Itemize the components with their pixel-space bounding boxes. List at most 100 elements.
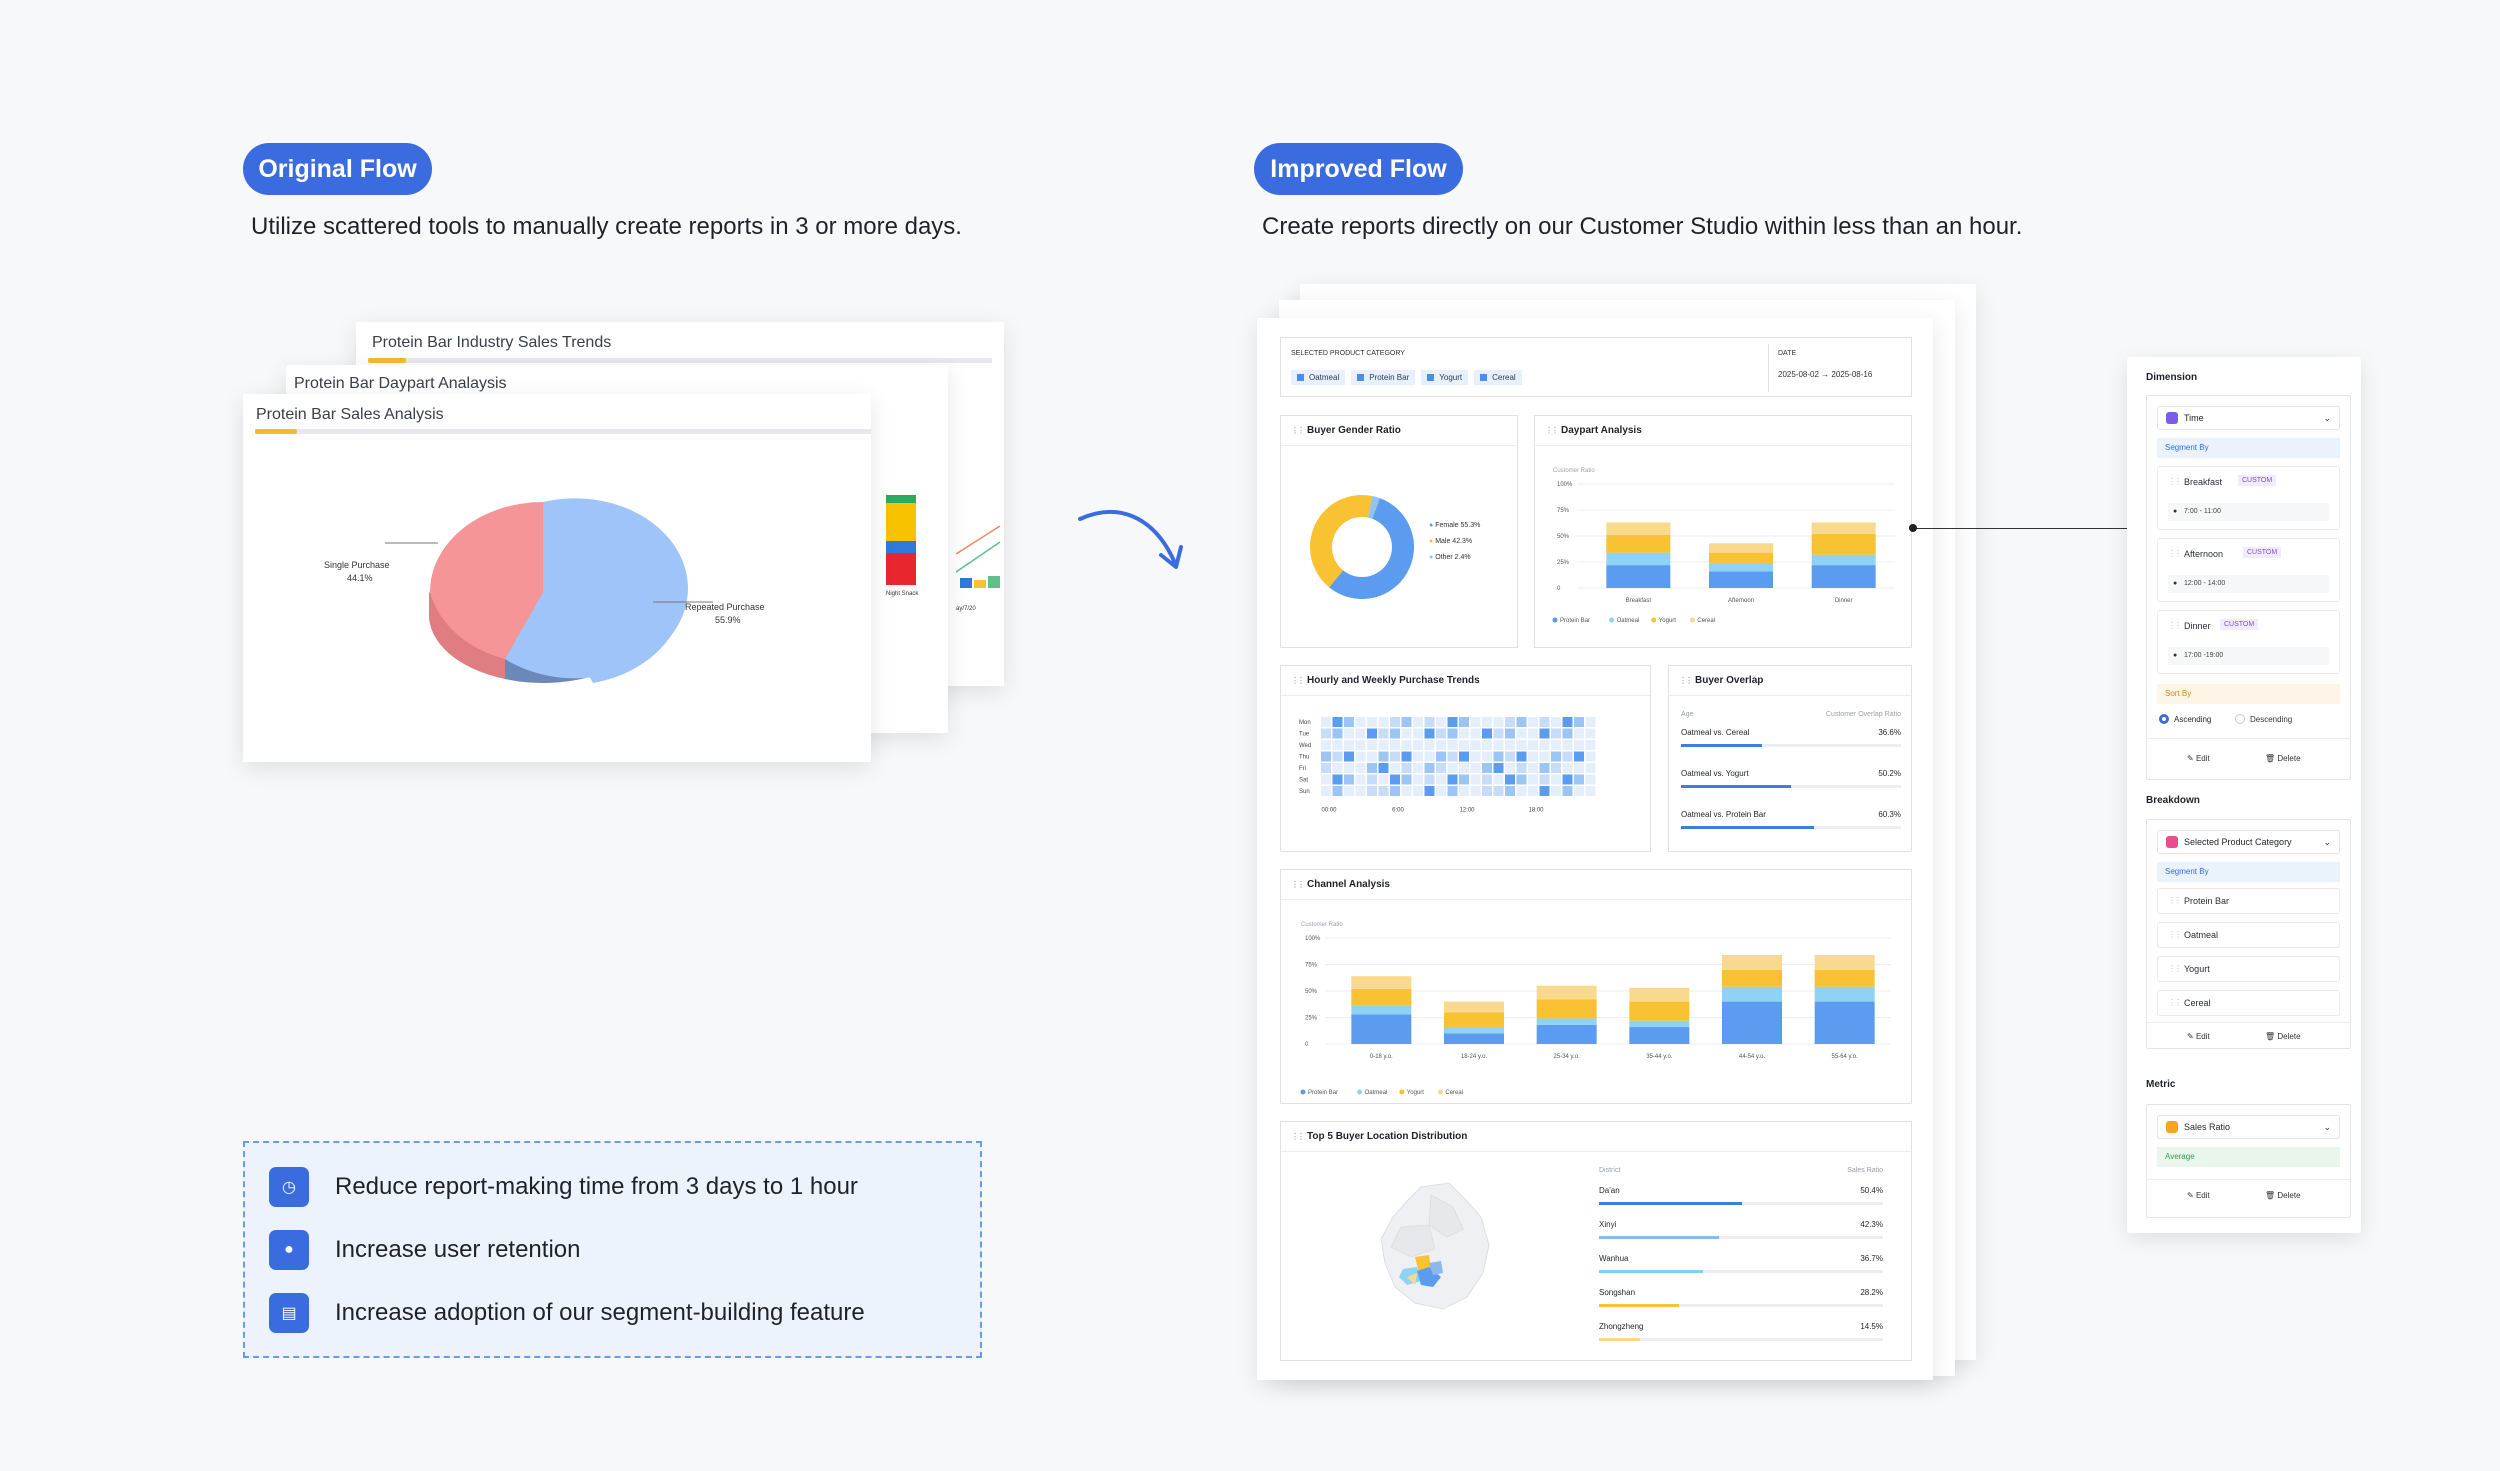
heat-cell	[1332, 751, 1343, 762]
breakdown-item[interactable]: ⋮⋮ Protein Bar	[2157, 888, 2340, 914]
heat-cell	[1459, 740, 1469, 750]
segment-dinner[interactable]: ⋮⋮ Dinner CUSTOM 17:00 -19:00	[2157, 610, 2340, 674]
heat-cell	[1505, 774, 1515, 785]
heat-cell	[1424, 740, 1435, 750]
heat-hour-label: 12:00	[1459, 808, 1475, 814]
delete-button[interactable]: 🗑 Delete	[2265, 1032, 2301, 1041]
bar-segment	[1811, 522, 1876, 534]
edit-button[interactable]: ✎ Edit	[2187, 754, 2210, 763]
breakdown-item[interactable]: ⋮⋮ Oatmeal	[2157, 922, 2340, 948]
heat-cell	[1332, 740, 1343, 750]
breakdown-item[interactable]: ⋮⋮ Cereal	[2157, 990, 2340, 1016]
bar-segment	[1811, 533, 1876, 555]
heat-cell	[1505, 751, 1515, 762]
chevron-down-icon: ⌄	[2323, 837, 2331, 847]
breakdown-select[interactable]: Selected Product Category ⌄	[2157, 830, 2340, 854]
delete-button[interactable]: 🗑 Delete	[2265, 1191, 2301, 1200]
heat-cell	[1447, 717, 1458, 727]
date-range-input[interactable]: 2025-08-02 → 2025-08-16	[1778, 370, 1873, 379]
heat-cell	[1562, 774, 1573, 785]
edit-button[interactable]: ✎ Edit	[2187, 1032, 2210, 1041]
legend-dot	[1651, 617, 1657, 623]
heat-cell	[1367, 728, 1377, 739]
breakdown-box: Selected Product Category ⌄ Segment By ⋮…	[2146, 819, 2351, 1049]
heat-cell	[1574, 728, 1584, 739]
heat-cell	[1413, 786, 1423, 796]
breakdown-item[interactable]: ⋮⋮ Yogurt	[2157, 956, 2340, 982]
heat-cell	[1585, 763, 1596, 773]
y-axis-label: Customer Ratio	[1301, 922, 1343, 928]
heat-cell	[1551, 717, 1561, 727]
location-col-b: Sales Ratio	[1847, 1167, 1883, 1174]
heat-day-label: Mon	[1299, 720, 1311, 726]
sort-descending-radio[interactable]: Descending	[2235, 714, 2292, 724]
legend-dot	[1300, 1089, 1306, 1095]
segment-breakfast[interactable]: ⋮⋮ Breakfast CUSTOM 7:00 - 11:00	[2157, 466, 2340, 530]
heat-cell	[1470, 774, 1481, 785]
legend-label: Yogurt	[1407, 1090, 1424, 1096]
bar-segment	[1814, 969, 1875, 987]
line-chart-fragment: ay/7/20	[956, 525, 1001, 612]
bar-segment	[1351, 1005, 1412, 1015]
heat-cell	[1367, 774, 1377, 785]
heat-cell	[1493, 740, 1504, 750]
daypart-card: Daypart Analysis Customer Ratio 100% 75% 50…	[1534, 415, 1912, 648]
heat-cell	[1539, 786, 1550, 796]
heat-cell	[1539, 763, 1550, 773]
chip-cereal[interactable]: Cereal	[1474, 370, 1522, 385]
time-icon	[2166, 412, 2178, 424]
chip-yogurt[interactable]: Yogurt	[1421, 370, 1469, 385]
bar-segment	[1606, 522, 1671, 535]
bar-segment	[1351, 1014, 1412, 1044]
heat-cell	[1378, 751, 1389, 762]
metric-icon	[2166, 1121, 2178, 1133]
y-tick: 100%	[1305, 936, 1321, 942]
bar-segment	[1722, 986, 1782, 1002]
heat-cell	[1528, 763, 1538, 773]
heat-cell	[1401, 774, 1412, 785]
heat-cell	[1344, 774, 1354, 785]
edit-button[interactable]: ✎ Edit	[2187, 1191, 2210, 1200]
heat-cell	[1436, 740, 1446, 750]
bar-segment	[1811, 565, 1876, 588]
heat-day-label: Fri	[1299, 766, 1306, 772]
legend-dot	[1357, 1089, 1363, 1095]
chip-protein-bar[interactable]: Protein Bar	[1351, 370, 1416, 385]
heat-cell	[1574, 740, 1584, 750]
heat-cell	[1413, 728, 1423, 739]
metric-select[interactable]: Sales Ratio ⌄	[2157, 1115, 2340, 1139]
bar-segment	[1811, 554, 1876, 566]
heat-cell	[1516, 763, 1527, 773]
heat-cell	[1424, 774, 1435, 785]
stacked-bar-fragment: Night Snack	[886, 495, 919, 597]
heat-cell	[1355, 763, 1366, 773]
heat-cell	[1447, 786, 1458, 796]
delete-button[interactable]: 🗑 Delete	[2265, 754, 2301, 763]
heat-cell	[1516, 717, 1527, 727]
heat-cell	[1401, 740, 1412, 750]
heat-cell	[1390, 763, 1400, 773]
pie-value-a: 44.1%	[347, 573, 373, 583]
heat-cell	[1459, 763, 1469, 773]
legend-dot	[1437, 1089, 1443, 1095]
heat-cell	[1344, 728, 1354, 739]
heat-cell	[1470, 763, 1481, 773]
clock-icon: ◷	[269, 1167, 309, 1207]
x-tick: 44-54 y.o.	[1739, 1054, 1766, 1060]
dimension-select[interactable]: Time ⌄	[2157, 406, 2340, 430]
heat-hour-label: 6:00	[1392, 808, 1404, 814]
heat-cell	[1367, 717, 1377, 727]
x-tick: Afternoon	[1728, 598, 1754, 604]
heat-cell	[1493, 717, 1504, 727]
chip-oatmeal[interactable]: Oatmeal	[1291, 370, 1346, 385]
heat-cell	[1516, 751, 1527, 762]
segment-afternoon[interactable]: ⋮⋮ Afternoon CUSTOM 12:00 - 14:00	[2157, 538, 2340, 602]
bar-segment	[1536, 985, 1597, 1000]
heat-day-label: Sun	[1299, 789, 1310, 795]
sort-ascending-radio[interactable]: Ascending	[2159, 714, 2211, 724]
heat-cell	[1321, 717, 1331, 727]
bar-segment	[1629, 1001, 1690, 1021]
y-tick: 0	[1305, 1042, 1309, 1048]
legend-label: Oatmeal	[1365, 1090, 1388, 1096]
original-flow-subtitle: Utilize scattered tools to manually crea…	[251, 213, 962, 240]
